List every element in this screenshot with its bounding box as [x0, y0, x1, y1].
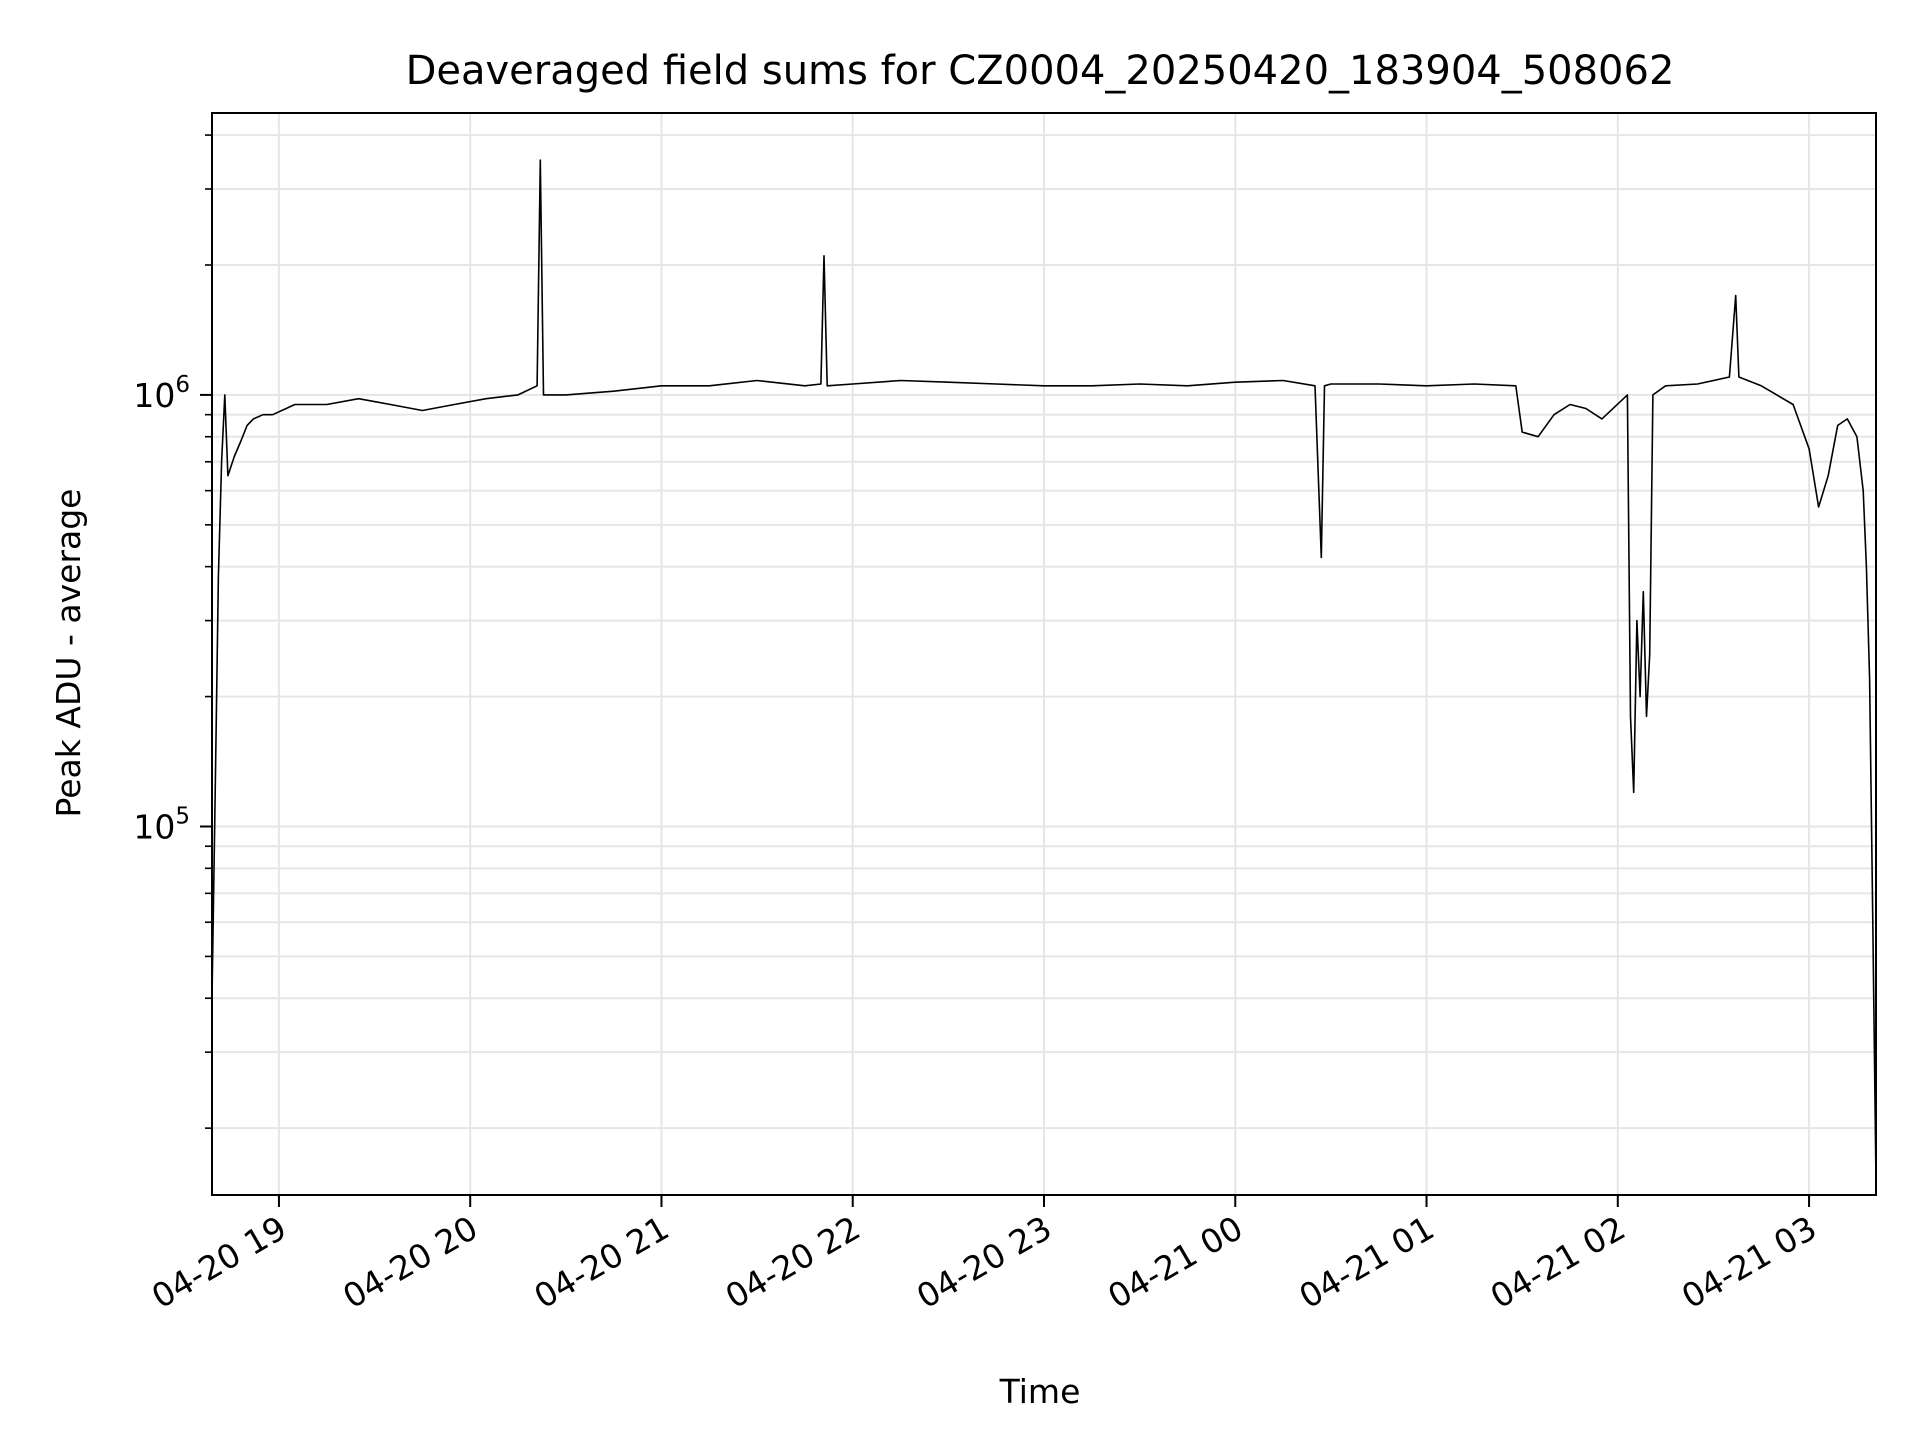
- y-axis-label: Peak ADU - average: [49, 489, 88, 818]
- data-series: [211, 159, 1877, 1183]
- series-line: [211, 159, 1877, 1183]
- chart-title: Deaveraged field sums for CZ0004_2025042…: [406, 48, 1675, 94]
- x-axis-label: Time: [999, 1372, 1081, 1411]
- grid-lines: [212, 113, 1876, 1195]
- y-tick-label: 106: [133, 372, 190, 415]
- y-tick-label: 105: [133, 803, 190, 846]
